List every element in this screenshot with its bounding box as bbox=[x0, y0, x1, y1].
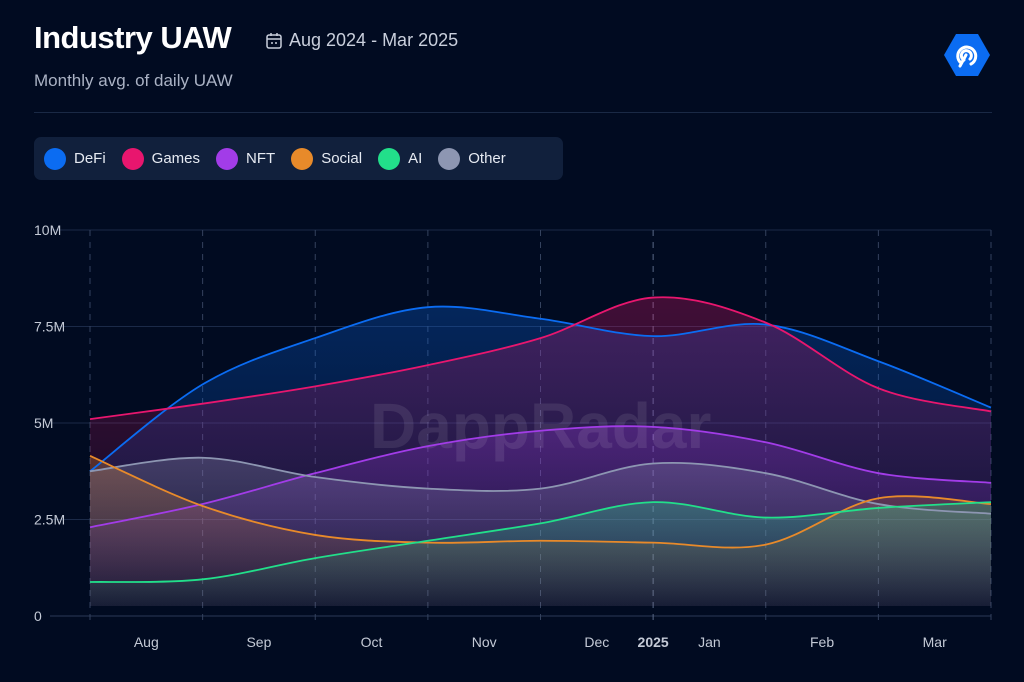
y-tick-label: 7.5M bbox=[34, 319, 65, 335]
area-ai bbox=[90, 502, 991, 606]
other-swatch-icon bbox=[438, 147, 461, 170]
legend-item-ai[interactable]: AI bbox=[378, 147, 423, 170]
x-tick-label: 2025 bbox=[638, 634, 669, 650]
line-other bbox=[89, 456, 992, 515]
dappradar-logo-icon bbox=[944, 34, 990, 76]
x-tick-label: Aug bbox=[134, 634, 159, 650]
legend-label: NFT bbox=[246, 150, 276, 167]
line-games bbox=[89, 296, 992, 421]
header-divider bbox=[34, 112, 992, 113]
legend-item-other[interactable]: Other bbox=[438, 147, 506, 170]
x-tick-label: Mar bbox=[923, 634, 947, 650]
x-tick-label: Feb bbox=[810, 634, 834, 650]
watermark: DappRadar bbox=[370, 390, 711, 462]
x-tick-label: Nov bbox=[472, 634, 497, 650]
line-ai bbox=[89, 501, 992, 583]
y-tick-label: 10M bbox=[34, 222, 61, 238]
x-tick-label: Sep bbox=[246, 634, 271, 650]
social-swatch-icon bbox=[291, 147, 314, 170]
date-range-label: Aug 2024 - Mar 2025 bbox=[289, 30, 459, 50]
legend-label: DeFi bbox=[74, 150, 106, 167]
legend-label: Games bbox=[151, 150, 201, 167]
defi-swatch-icon bbox=[44, 147, 66, 170]
legend-label: AI bbox=[408, 150, 423, 167]
ai-swatch-icon bbox=[378, 147, 401, 170]
date-range[interactable]: Aug 2024 - Mar 2025 bbox=[265, 30, 458, 51]
legend-item-nft[interactable]: NFT bbox=[216, 147, 276, 170]
legend: DeFi Games NFT Social AI Other bbox=[34, 137, 563, 180]
legend-item-games[interactable]: Games bbox=[121, 147, 201, 170]
calendar-icon bbox=[266, 32, 282, 49]
x-tick-label: Oct bbox=[361, 634, 383, 650]
legend-item-defi[interactable]: DeFi bbox=[44, 147, 106, 170]
x-tick-label: Jan bbox=[698, 634, 721, 650]
line-social bbox=[89, 454, 992, 549]
y-tick-label: 5M bbox=[34, 415, 53, 431]
y-tick-label: 2.5M bbox=[34, 512, 65, 528]
x-tick-label: Dec bbox=[584, 634, 609, 650]
line-defi bbox=[89, 305, 992, 472]
legend-item-social[interactable]: Social bbox=[291, 147, 363, 170]
page-title: Industry UAW bbox=[34, 20, 232, 55]
legend-label: Social bbox=[321, 150, 363, 167]
nft-swatch-icon bbox=[216, 147, 239, 170]
games-swatch-icon bbox=[121, 147, 144, 170]
line-nft bbox=[89, 425, 992, 529]
legend-label: Other bbox=[468, 150, 506, 167]
subtitle: Monthly avg. of daily UAW bbox=[34, 71, 233, 90]
y-tick-label: 0 bbox=[34, 608, 42, 624]
